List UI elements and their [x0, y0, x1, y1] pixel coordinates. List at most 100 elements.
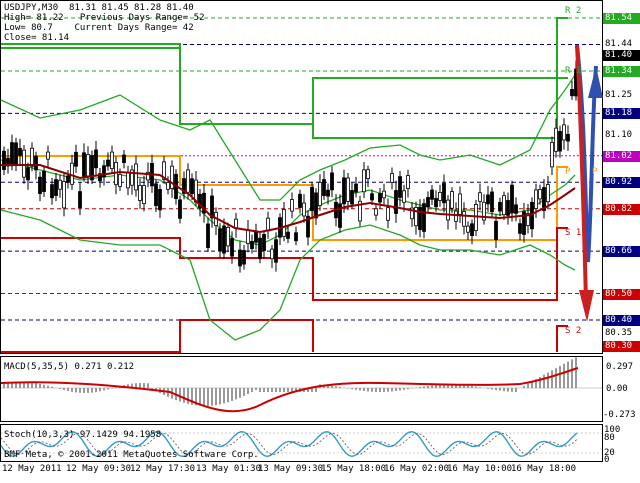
candle-body [98, 173, 102, 182]
candle-body [246, 229, 250, 244]
candle-body [502, 195, 506, 216]
candle-body [438, 192, 442, 201]
candle-body [506, 200, 510, 216]
candle-body [22, 149, 26, 178]
candle-body [366, 169, 370, 180]
candle-body [430, 189, 434, 200]
bollinger-lower [0, 209, 576, 341]
candle-body [18, 147, 22, 156]
candle-body [166, 182, 170, 190]
macd-signal [0, 367, 579, 413]
stoch-scale-80: 80 [604, 433, 615, 443]
price-tick-2: 81.40 [603, 50, 640, 62]
price-tick-10: 80.66 [603, 246, 640, 258]
candle-body [478, 192, 482, 202]
price-tick-13: 80.35 [603, 328, 640, 340]
candle-body [154, 183, 158, 207]
candle-body [354, 183, 358, 193]
macd-scale-top: 0.297 [606, 362, 634, 372]
candle-body [122, 154, 126, 163]
candle-body [102, 165, 106, 178]
time-label-3: 13 May 01:30 [196, 464, 262, 474]
candle-body [58, 179, 62, 190]
candle-body [570, 89, 574, 97]
candle-body [466, 225, 470, 233]
candle-body [514, 204, 518, 214]
candle-body [378, 193, 382, 203]
price-tick-3: 81.34 [603, 65, 640, 77]
candle-body [446, 199, 450, 221]
arrow-up-head [588, 66, 603, 98]
moving-average-line [1, 164, 576, 234]
candle-body [482, 201, 486, 221]
copyright-text: BMF Meta, © 2001-2011 MetaQuotes Softwar… [4, 450, 259, 460]
candle-body [30, 147, 34, 167]
candle-body [486, 194, 490, 205]
candle-body [186, 169, 190, 193]
pivot-step-4 [1, 319, 314, 353]
pivot-label-right: P [592, 167, 598, 177]
candle-body [362, 169, 366, 193]
candle-body [126, 171, 130, 189]
candle-body [190, 178, 194, 195]
candle-body [494, 220, 498, 240]
candle-body [74, 151, 78, 167]
price-tick-11: 80.50 [603, 288, 640, 300]
macd-label: MACD(5,35,5) 0.271 0.212 [4, 362, 135, 372]
price-tick-14: 80.30 [603, 341, 640, 353]
candle-body [498, 201, 502, 212]
forecast-arrows [575, 44, 603, 322]
candle-body [254, 230, 258, 243]
candle-body [218, 228, 222, 251]
candle-body [470, 223, 474, 236]
candle-body [322, 179, 326, 196]
candle-body [242, 250, 246, 265]
time-label-8: 16 May 18:00 [511, 464, 577, 474]
s1-label: S 1 [565, 228, 582, 238]
candle-body [542, 187, 546, 211]
candle-body [306, 215, 310, 238]
candle-body [270, 248, 274, 260]
candle-body [422, 203, 426, 232]
candle-body [290, 199, 294, 212]
arrow-down-head [579, 290, 594, 322]
candle-body [262, 234, 266, 251]
close-text: Close= 81.14 [4, 33, 70, 43]
candle-body [266, 217, 270, 232]
candle-body [414, 207, 418, 227]
time-label-0: 12 May 2011 [2, 464, 62, 474]
macd-scale-mid: 0.00 [606, 384, 628, 394]
candle-body [2, 150, 6, 170]
candle-body [286, 231, 290, 239]
candle-body [82, 152, 86, 177]
candle-body [370, 193, 374, 201]
candle-body [510, 184, 514, 213]
candle-body [238, 249, 242, 267]
candle-body [258, 237, 262, 260]
candle-body [350, 190, 354, 205]
candle-body [26, 167, 30, 181]
macd-scale-bottom: -0.273 [603, 410, 636, 420]
candle-body [46, 151, 50, 160]
macd-indicator [0, 357, 602, 413]
price-tick-1: 81.44 [603, 39, 640, 51]
candle-body [130, 169, 134, 186]
candle-body [134, 163, 138, 191]
candle-body [534, 189, 538, 210]
candle-body [222, 225, 226, 254]
candle-body [562, 124, 566, 141]
candle-body [490, 191, 494, 213]
low-range-text: Low= 80.7 Current Days Range= 42 [4, 23, 194, 33]
candle-body [118, 174, 122, 187]
stoch-scale-20: 20 [604, 448, 615, 458]
candle-body [178, 199, 182, 219]
candle-body [42, 170, 46, 192]
candle-body [70, 162, 74, 185]
candle-body [394, 190, 398, 214]
candle-body [418, 206, 422, 231]
candle-body [566, 133, 570, 142]
candle-body [318, 182, 322, 206]
candle-body [330, 172, 334, 191]
